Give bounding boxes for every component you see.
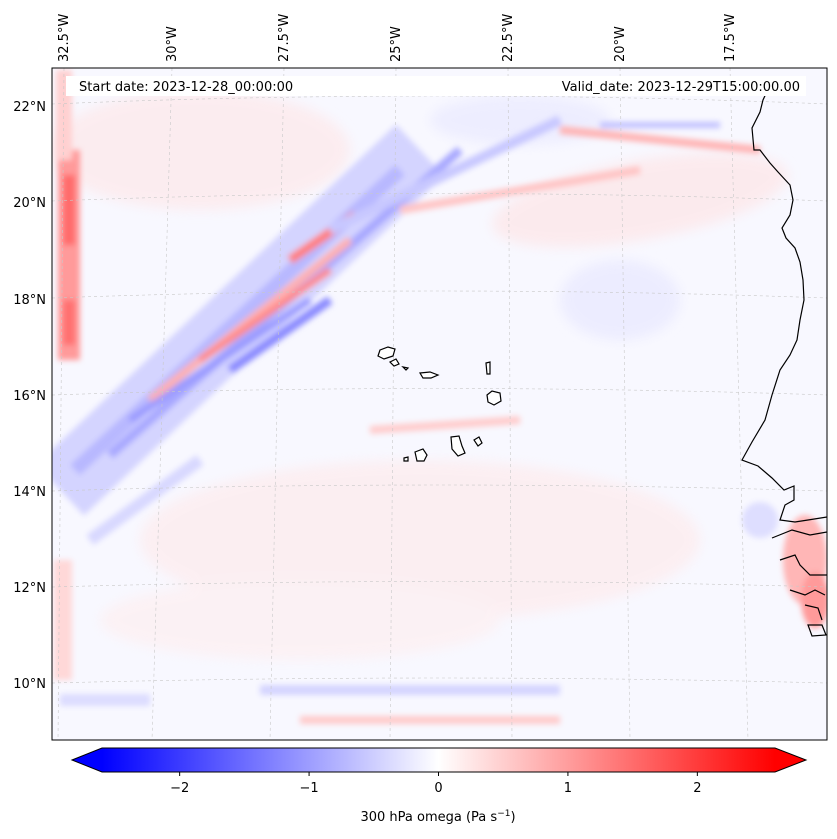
island-sal bbox=[485, 361, 491, 375]
lon-label: 32.5°W bbox=[57, 14, 72, 62]
omega-field bbox=[52, 70, 827, 724]
lat-label: 12°N bbox=[13, 581, 46, 596]
colorbar-label: 300 hPa omega (Pa s−1) bbox=[360, 809, 515, 825]
start-date-label: Start date: 2023-12-28_00:00:00 bbox=[79, 80, 293, 95]
colorbar: −2 −1 0 1 2 300 hPa omega (Pa s−1) bbox=[70, 747, 808, 825]
colorbar-extend-min bbox=[72, 748, 102, 772]
coastline bbox=[741, 84, 827, 637]
graticule bbox=[52, 68, 827, 740]
colorbar-tick-label: −1 bbox=[299, 781, 318, 796]
island-santiago bbox=[450, 435, 466, 457]
lon-label: 25°W bbox=[389, 26, 404, 62]
lon-label: 22.5°W bbox=[501, 14, 516, 62]
lat-label: 22°N bbox=[13, 100, 46, 115]
lon-label: 20°W bbox=[613, 26, 628, 62]
colorbar-outline bbox=[70, 747, 808, 773]
island-santa-luzia bbox=[401, 366, 410, 371]
longitude-labels: 32.5°W 30°W 27.5°W 25°W 22.5°W 20°W 17.5… bbox=[57, 14, 738, 62]
colorbar-extend-max bbox=[775, 748, 806, 772]
map-frame bbox=[51, 67, 828, 741]
colorbar-tick-label: 0 bbox=[434, 781, 442, 796]
island-sao-nicolau bbox=[418, 371, 440, 379]
colorbar-tick-label: −2 bbox=[170, 781, 189, 796]
latitude-labels: 22°N 20°N 18°N 16°N 14°N 12°N 10°N bbox=[13, 100, 46, 692]
island-brava bbox=[403, 456, 409, 462]
map-panel: Start date: 2023-12-28_00:00:00 Valid_da… bbox=[51, 67, 828, 741]
island-maio bbox=[473, 436, 483, 447]
colorbar-ticks: −2 −1 0 1 2 bbox=[170, 772, 701, 796]
title-bar bbox=[66, 76, 806, 96]
lon-label: 27.5°W bbox=[277, 14, 292, 62]
lat-label: 20°N bbox=[13, 196, 46, 211]
colorbar-tick-label: 1 bbox=[564, 781, 572, 796]
valid-date-label: Valid_date: 2023-12-29T15:00:00.00 bbox=[562, 80, 800, 95]
lat-label: 10°N bbox=[13, 677, 46, 692]
island-fogo bbox=[414, 448, 428, 462]
colorbar-units: Pa s bbox=[471, 810, 497, 825]
lat-label: 16°N bbox=[13, 389, 46, 404]
colorbar-units-exponent: −1 bbox=[497, 809, 510, 819]
colorbar-gradient bbox=[102, 748, 775, 772]
colorbar-variable: 300 hPa omega bbox=[360, 810, 461, 825]
island-sao-vicente bbox=[388, 358, 400, 367]
lat-label: 18°N bbox=[13, 293, 46, 308]
colorbar-tick-label: 2 bbox=[693, 781, 701, 796]
lat-label: 14°N bbox=[13, 485, 46, 500]
island-boa-vista bbox=[486, 390, 502, 406]
island-santo-antao bbox=[377, 346, 396, 360]
lon-label: 30°W bbox=[165, 26, 180, 62]
cape-verde-islands bbox=[377, 346, 502, 462]
lon-label: 17.5°W bbox=[723, 14, 738, 62]
